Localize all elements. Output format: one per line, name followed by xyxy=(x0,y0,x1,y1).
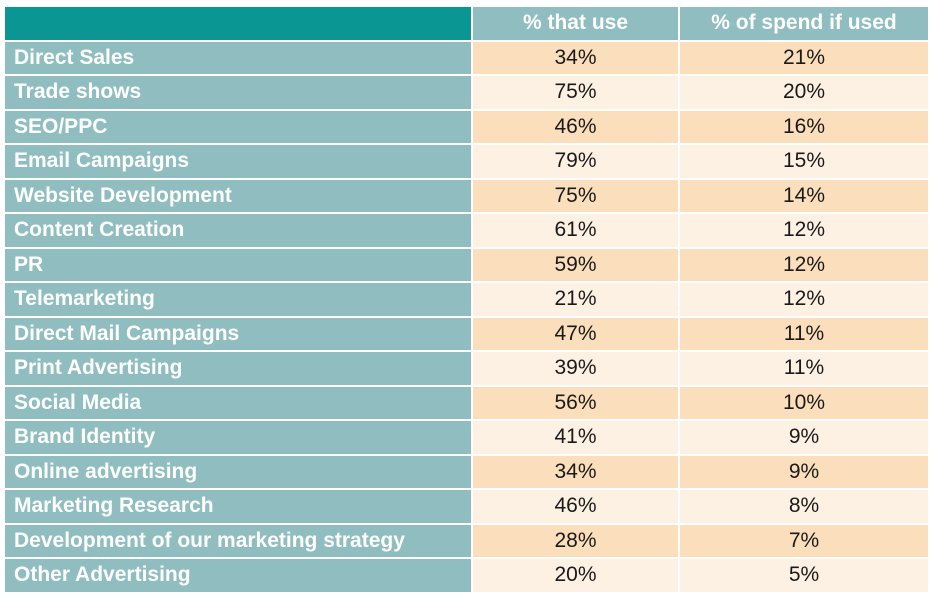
table-row: Social Media 56% 10% xyxy=(5,386,928,419)
table-row: Online advertising 34% 9% xyxy=(5,455,928,488)
cell-percent-spend: 8% xyxy=(680,490,928,523)
cell-percent-use: 34% xyxy=(473,455,678,488)
cell-percent-spend: 10% xyxy=(680,386,928,419)
cell-percent-use: 34% xyxy=(473,41,678,74)
header-row: % that use % of spend if used xyxy=(5,7,928,40)
cell-percent-spend: 11% xyxy=(680,352,928,385)
row-label: SEO/PPC xyxy=(5,110,471,143)
row-label: Other Advertising xyxy=(5,559,471,592)
cell-percent-use: 21% xyxy=(473,283,678,316)
row-label: PR xyxy=(5,248,471,281)
column-header-spend: % of spend if used xyxy=(680,7,928,40)
cell-percent-spend: 16% xyxy=(680,110,928,143)
row-label: Website Development xyxy=(5,179,471,212)
row-label: Marketing Research xyxy=(5,490,471,523)
cell-percent-spend: 12% xyxy=(680,214,928,247)
marketing-spend-table: % that use % of spend if used Direct Sal… xyxy=(3,5,930,594)
row-label: Brand Identity xyxy=(5,421,471,454)
table-body: Direct Sales 34% 21% Trade shows 75% 20% SEO/P… xyxy=(5,41,928,592)
cell-percent-use: 79% xyxy=(473,145,678,178)
cell-percent-use: 61% xyxy=(473,214,678,247)
table-row: Email Campaigns 79% 15% xyxy=(5,145,928,178)
table-row: Telemarketing 21% 12% xyxy=(5,283,928,316)
row-label: Content Creation xyxy=(5,214,471,247)
table-row: Direct Sales 34% 21% xyxy=(5,41,928,74)
cell-percent-spend: 9% xyxy=(680,455,928,488)
cell-percent-spend: 15% xyxy=(680,145,928,178)
table-row: Trade shows 75% 20% xyxy=(5,76,928,109)
row-label: Print Advertising xyxy=(5,352,471,385)
cell-percent-spend: 21% xyxy=(680,41,928,74)
cell-percent-use: 56% xyxy=(473,386,678,419)
table-row: Direct Mail Campaigns 47% 11% xyxy=(5,317,928,350)
cell-percent-spend: 9% xyxy=(680,421,928,454)
cell-percent-spend: 7% xyxy=(680,524,928,557)
cell-percent-use: 41% xyxy=(473,421,678,454)
cell-percent-use: 59% xyxy=(473,248,678,281)
cell-percent-spend: 20% xyxy=(680,76,928,109)
row-label: Online advertising xyxy=(5,455,471,488)
table-row: SEO/PPC 46% 16% xyxy=(5,110,928,143)
cell-percent-use: 46% xyxy=(473,490,678,523)
cell-percent-use: 46% xyxy=(473,110,678,143)
cell-percent-use: 39% xyxy=(473,352,678,385)
cell-percent-use: 75% xyxy=(473,179,678,212)
row-label: Email Campaigns xyxy=(5,145,471,178)
row-label: Direct Sales xyxy=(5,41,471,74)
cell-percent-spend: 12% xyxy=(680,283,928,316)
table-row: Print Advertising 39% 11% xyxy=(5,352,928,385)
table-row: PR 59% 12% xyxy=(5,248,928,281)
table-row: Other Advertising 20% 5% xyxy=(5,559,928,592)
row-label: Development of our marketing strategy xyxy=(5,524,471,557)
cell-percent-spend: 12% xyxy=(680,248,928,281)
table-row: Content Creation 61% 12% xyxy=(5,214,928,247)
cell-percent-spend: 14% xyxy=(680,179,928,212)
cell-percent-spend: 5% xyxy=(680,559,928,592)
table-row: Marketing Research 46% 8% xyxy=(5,490,928,523)
cell-percent-use: 20% xyxy=(473,559,678,592)
table-row: Development of our marketing strategy 28%… xyxy=(5,524,928,557)
column-header-use: % that use xyxy=(473,7,678,40)
cell-percent-use: 47% xyxy=(473,317,678,350)
row-label: Direct Mail Campaigns xyxy=(5,317,471,350)
row-label: Telemarketing xyxy=(5,283,471,316)
table-row: Brand Identity 41% 9% xyxy=(5,421,928,454)
cell-percent-use: 28% xyxy=(473,524,678,557)
table-row: Website Development 75% 14% xyxy=(5,179,928,212)
cell-percent-spend: 11% xyxy=(680,317,928,350)
row-label: Trade shows xyxy=(5,76,471,109)
corner-cell xyxy=(5,7,471,40)
row-label: Social Media xyxy=(5,386,471,419)
cell-percent-use: 75% xyxy=(473,76,678,109)
